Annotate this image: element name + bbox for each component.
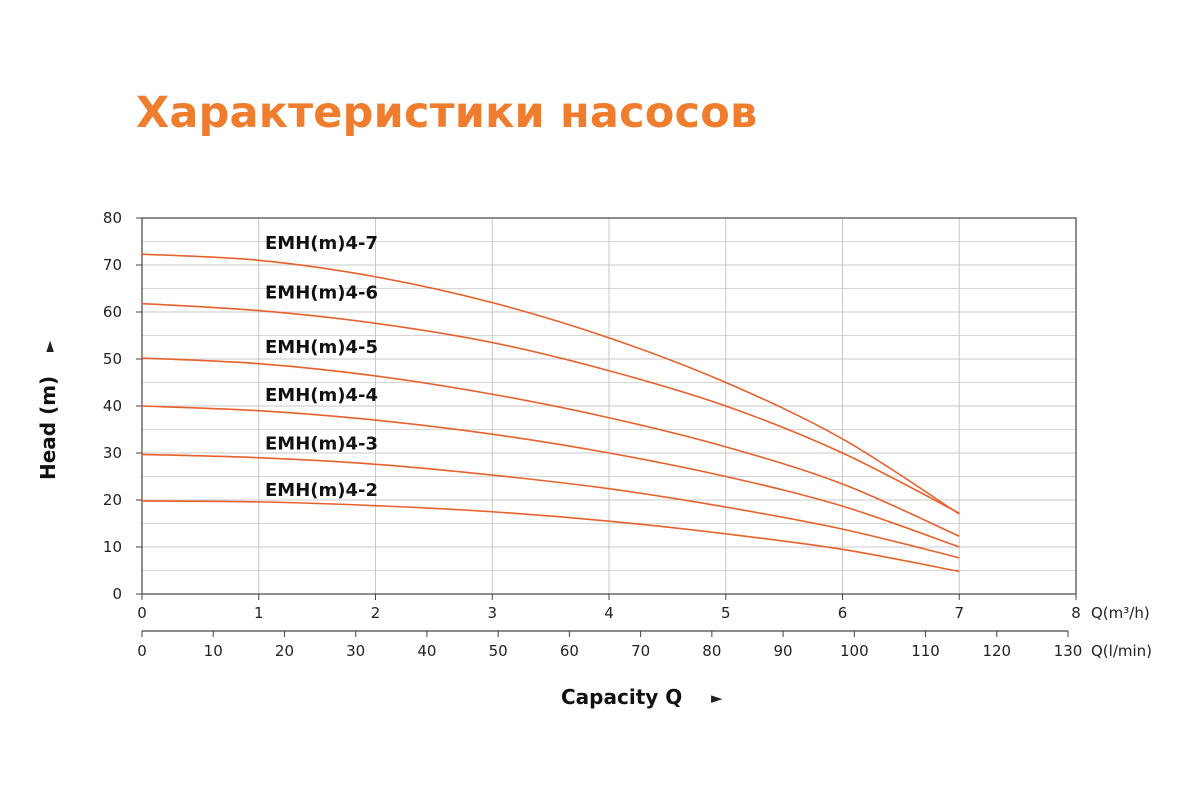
x-tick-label: 8 <box>1071 604 1081 622</box>
secondary-x-tick-label: 70 <box>631 642 650 660</box>
secondary-x-tick-label: 80 <box>702 642 721 660</box>
y-tick-label: 20 <box>103 491 122 509</box>
secondary-x-tick-label: 110 <box>911 642 940 660</box>
series-label: EMH(m)4-6 <box>265 283 378 304</box>
secondary-x-tick-label: 30 <box>346 642 365 660</box>
y-tick-label: 30 <box>103 444 122 462</box>
x-tick-label: 2 <box>371 604 381 622</box>
y-tick-label: 50 <box>103 350 122 368</box>
series-line <box>141 453 960 559</box>
y-axis-title: Head (m) <box>36 376 60 480</box>
secondary-x-tick-label: 90 <box>774 642 793 660</box>
series-line <box>141 302 960 514</box>
y-tick-label: 40 <box>103 397 122 415</box>
y-tick-label: 10 <box>103 538 122 556</box>
chart-title: Характеристики насосов <box>136 88 758 138</box>
secondary-x-axis-unit-label: Q(l/min) <box>1091 642 1152 660</box>
x-tick-label: 0 <box>137 604 147 622</box>
series-label: EMH(m)4-3 <box>265 433 378 454</box>
secondary-x-tick-label: 40 <box>417 642 436 660</box>
x-axis-arrow: ► <box>711 689 723 707</box>
secondary-x-tick-label: 10 <box>204 642 223 660</box>
series-labels: EMH(m)4-7 EMH(m)4-6 EMH(m)4-5 EMH(m)4-4 EMH(… <box>265 233 378 501</box>
secondary-x-tick-label: 20 <box>275 642 294 660</box>
series-lines <box>141 253 960 573</box>
x-tick-label: 4 <box>604 604 614 622</box>
series-label: EMH(m)4-5 <box>265 337 378 358</box>
secondary-x-tick-label: 120 <box>982 642 1011 660</box>
secondary-x-tick-label: 50 <box>489 642 508 660</box>
series-line <box>141 357 960 537</box>
x-tick-label: 5 <box>721 604 731 622</box>
series-line <box>141 405 960 548</box>
x-tick-label: 7 <box>954 604 964 622</box>
y-tick-label: 80 <box>103 209 122 227</box>
secondary-x-tick-label: 130 <box>1054 642 1083 660</box>
secondary-x-tick-label: 100 <box>840 642 869 660</box>
grid <box>142 218 1076 594</box>
x-axis-unit-label: Q(m³/h) <box>1091 604 1150 622</box>
y-tick-label: 70 <box>103 256 122 274</box>
x-tick-label: 6 <box>838 604 848 622</box>
series-line <box>141 253 960 515</box>
x-axis-title: Capacity Q <box>561 685 682 709</box>
series-line <box>141 500 960 573</box>
y-tick-label: 0 <box>112 585 122 603</box>
y-axis-arrow: ► <box>40 340 58 352</box>
x-tick-label: 1 <box>254 604 264 622</box>
secondary-x-tick-label: 60 <box>560 642 579 660</box>
x-tick-label: 3 <box>487 604 497 622</box>
series-label: EMH(m)4-4 <box>265 385 378 406</box>
series-label: EMH(m)4-7 <box>265 233 378 254</box>
secondary-x-tick-label: 0 <box>137 642 147 660</box>
series-label: EMH(m)4-2 <box>265 480 378 501</box>
y-tick-label: 60 <box>103 303 122 321</box>
